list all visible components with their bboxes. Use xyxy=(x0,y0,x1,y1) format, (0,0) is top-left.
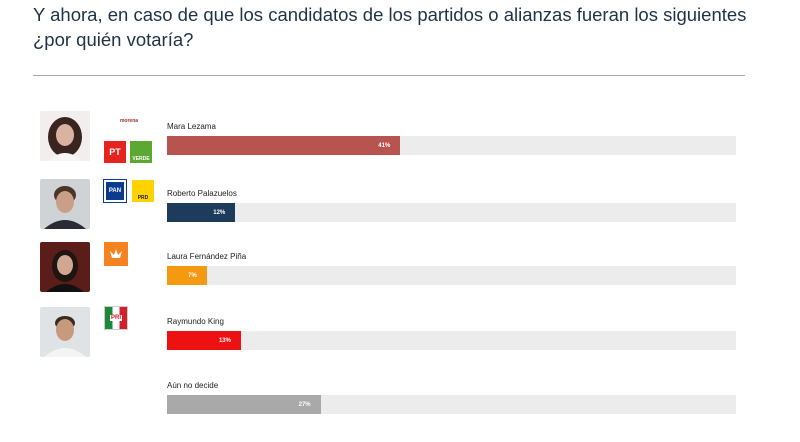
candidate-name: Mara Lezama xyxy=(167,122,216,131)
bar-track: 12% xyxy=(167,203,736,222)
pan-logo-icon: PAN xyxy=(103,179,127,203)
party-logos-mara-lezama: morena PT VERDE xyxy=(104,112,156,172)
chart-title: Y ahora, en caso de que los candidatos d… xyxy=(33,4,747,50)
verde-logo-icon: VERDE xyxy=(130,141,152,163)
bar-laura-fernandez: 7% xyxy=(167,266,207,285)
prd-logo-icon: PRD xyxy=(132,180,154,202)
bar-track: 27% xyxy=(167,395,736,414)
candidate-name: Laura Fernández Piña xyxy=(167,252,247,261)
title-divider xyxy=(33,75,745,76)
candidate-name: Roberto Palazuelos xyxy=(167,189,237,198)
candidate-name: Raymundo King xyxy=(167,317,224,326)
movimiento-ciudadano-logo-icon xyxy=(104,242,128,266)
bar-value-label: 7% xyxy=(188,272,197,279)
pt-logo-icon: PT xyxy=(104,141,126,163)
pri-logo-icon: PRI xyxy=(104,306,128,330)
candidate-photo-laura-fernandez xyxy=(40,242,90,292)
bar-value-label: 27% xyxy=(298,401,311,408)
bar-roberto-palazuelos: 12% xyxy=(167,203,236,222)
bar-value-label: 13% xyxy=(218,337,231,344)
candidate-name: Aún no decide xyxy=(167,381,219,390)
candidate-photo-mara-lezama xyxy=(40,111,90,161)
bar-value-label: 41% xyxy=(378,142,391,149)
bar-track: 7% xyxy=(167,266,736,285)
bar-mara-lezama: 41% xyxy=(167,136,401,155)
morena-logo-icon: morena xyxy=(119,118,139,124)
party-logos-laura-fernandez xyxy=(104,242,156,302)
candidate-photo-roberto-palazuelos xyxy=(40,179,90,229)
bar-track: 41% xyxy=(167,136,736,155)
bar-value-label: 12% xyxy=(213,209,226,216)
candidate-photo-raymundo-king xyxy=(40,307,90,357)
bar-undecided: 27% xyxy=(167,395,321,414)
bar-track: 13% xyxy=(167,331,736,350)
party-logos-raymundo-king: PRI xyxy=(104,306,156,366)
bar-raymundo-king: 13% xyxy=(167,331,241,350)
party-logos-roberto-palazuelos: PAN PRD xyxy=(103,179,156,240)
